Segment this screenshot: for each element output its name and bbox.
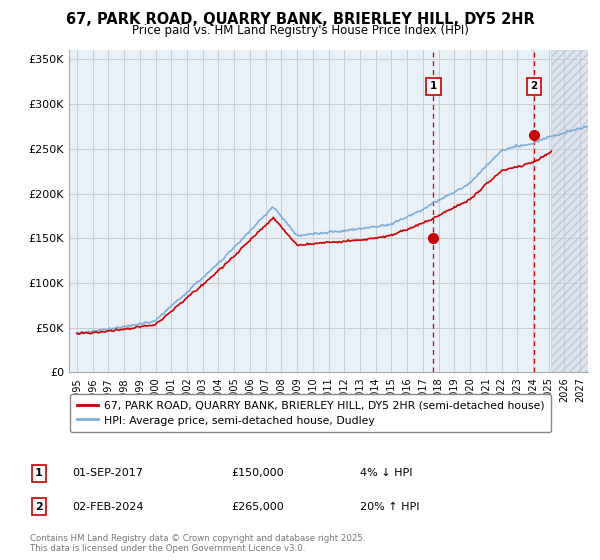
Text: £265,000: £265,000 — [231, 502, 284, 512]
Text: 20% ↑ HPI: 20% ↑ HPI — [360, 502, 419, 512]
Text: 1: 1 — [35, 468, 43, 478]
Text: Price paid vs. HM Land Registry's House Price Index (HPI): Price paid vs. HM Land Registry's House … — [131, 24, 469, 36]
Text: Contains HM Land Registry data © Crown copyright and database right 2025.
This d: Contains HM Land Registry data © Crown c… — [30, 534, 365, 553]
Text: 01-SEP-2017: 01-SEP-2017 — [72, 468, 143, 478]
Text: £150,000: £150,000 — [231, 468, 284, 478]
Bar — [551, 50, 588, 372]
Text: 2: 2 — [530, 81, 538, 91]
Text: 02-FEB-2024: 02-FEB-2024 — [72, 502, 143, 512]
Text: 1: 1 — [430, 81, 437, 91]
Text: 2: 2 — [35, 502, 43, 512]
Text: 4% ↓ HPI: 4% ↓ HPI — [360, 468, 413, 478]
Legend: 67, PARK ROAD, QUARRY BANK, BRIERLEY HILL, DY5 2HR (semi-detached house), HPI: A: 67, PARK ROAD, QUARRY BANK, BRIERLEY HIL… — [70, 394, 551, 432]
Text: 67, PARK ROAD, QUARRY BANK, BRIERLEY HILL, DY5 2HR: 67, PARK ROAD, QUARRY BANK, BRIERLEY HIL… — [65, 12, 535, 27]
Bar — [551, 50, 588, 372]
